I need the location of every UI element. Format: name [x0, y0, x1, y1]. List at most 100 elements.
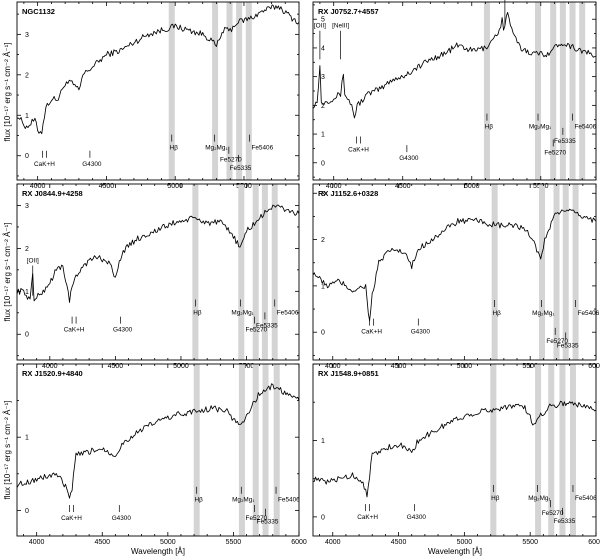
panel-title: RX J1548.9+0851	[318, 369, 379, 378]
line-label: Fe5335	[557, 342, 579, 349]
plot-frame	[16, 1, 300, 181]
index-band	[262, 364, 269, 536]
x-tick-label: 5000	[160, 539, 176, 546]
index-band	[569, 2, 576, 180]
index-band	[252, 364, 259, 536]
line-label: Fe5406	[575, 124, 597, 131]
x-tick-label: 4500	[108, 363, 124, 370]
y-tick-label: 2	[25, 72, 29, 79]
y-tick-label: 4	[321, 45, 325, 52]
y-tick-label: 0	[321, 160, 325, 167]
emission-label: [OII]	[27, 258, 39, 265]
spectrum-line	[313, 208, 596, 322]
y-tick-label: 0	[25, 508, 29, 515]
index-band	[559, 364, 566, 536]
line-label: G4300	[112, 515, 132, 522]
line-label: Hβ	[485, 124, 494, 131]
x-tick-label: 4500	[94, 539, 110, 546]
y-tick-label: 2	[25, 246, 29, 253]
y-tick-label: 0	[321, 514, 325, 521]
line-label: Fe5270	[544, 149, 566, 156]
x-tick-label: 5000	[173, 363, 189, 370]
line-label: CaK+H	[357, 514, 378, 521]
spectrum-line	[313, 11, 596, 119]
index-band	[550, 2, 557, 180]
index-band	[252, 184, 259, 360]
index-band	[236, 2, 243, 180]
line-label: G4300	[399, 155, 419, 162]
x-axis-label: Wavelength [Å]	[131, 547, 185, 556]
x-tick-label: 5000	[457, 539, 473, 546]
line-label: CaK+H	[61, 515, 82, 522]
x-tick-label: 4500	[391, 539, 407, 546]
y-tick-label: 3	[25, 32, 29, 39]
x-tick-label: 5000	[464, 183, 480, 190]
index-band	[238, 184, 245, 360]
x-tick-label: 6000	[588, 363, 600, 370]
index-band	[579, 2, 586, 180]
index-band	[490, 364, 497, 536]
x-tick-label: 5500	[522, 539, 538, 546]
x-tick-label: 6000	[588, 539, 600, 546]
y-axis-label: flux [10⁻¹⁷ erg s⁻¹ cm⁻² Å⁻¹]	[3, 43, 12, 142]
x-tick-label: 4500	[99, 183, 115, 190]
line-label: Fe5335	[256, 322, 278, 329]
index-band	[491, 184, 498, 360]
line-label: Mg₂Mg₁	[528, 495, 550, 502]
panel-title: RX J0844.9+4258	[22, 189, 83, 198]
panel-2: 4000450050005500012345RX J0752.7+4557CaK…	[312, 0, 597, 190]
x-tick-label: 4000	[326, 183, 342, 190]
x-tick-label: 5500	[226, 539, 242, 546]
index-band	[535, 2, 542, 180]
index-band	[572, 184, 579, 360]
spectrum-line	[313, 400, 596, 498]
emission-label: [NeIII]	[332, 23, 349, 30]
line-label: CaK+H	[64, 327, 85, 334]
y-tick-label: 3	[25, 203, 29, 210]
line-label: G4300	[82, 161, 102, 168]
line-label: Fe5335	[554, 518, 576, 525]
y-tick-label: 2	[321, 237, 325, 244]
emission-label: [OII]	[314, 23, 326, 30]
line-label: Mg₂Mg₁	[231, 309, 253, 316]
y-tick-label: 1	[321, 283, 325, 290]
line-label: Mg₂Mg₁	[232, 497, 254, 504]
line-label: Hβ	[193, 309, 202, 316]
panel-6: 4000 4500 5000 5500 6000 0 1 RX J1548.9+0851 CaK…	[312, 363, 600, 546]
x-tick-label: 4000	[29, 539, 45, 546]
index-band	[559, 2, 566, 180]
plot-frame	[312, 363, 597, 537]
index-band	[193, 364, 200, 536]
line-label: Fe5406	[575, 495, 597, 502]
line-label: Fe5335	[257, 519, 279, 526]
panel-title: RX J1520.9+4840	[22, 369, 83, 378]
spectrum-line	[17, 204, 299, 303]
line-label: Fe5270	[246, 327, 268, 334]
x-tick-label: 5500	[239, 363, 255, 370]
index-band	[168, 2, 175, 180]
x-tick-label: 4000	[30, 183, 46, 190]
spectrum-line	[17, 4, 299, 135]
line-label: Fe5270	[546, 338, 568, 345]
index-band	[569, 364, 576, 536]
y-axis-label: flux [10⁻¹⁷ erg s⁻¹ cm⁻² Å⁻¹]	[3, 401, 12, 500]
line-label: Hβ	[492, 310, 501, 317]
line-label: Hβ	[170, 145, 179, 152]
y-tick-label: 1	[25, 289, 29, 296]
line-label: Hβ	[195, 497, 204, 504]
line-label: Fe5406	[278, 497, 300, 504]
line-label: Mg₂Mg₁	[205, 145, 227, 152]
plot-frame	[16, 183, 300, 361]
x-tick-label: 5000	[167, 183, 183, 190]
index-band	[212, 2, 219, 180]
index-band	[483, 2, 490, 180]
index-band	[238, 364, 245, 536]
line-label: Fe5335	[230, 165, 252, 172]
y-tick-label: 3	[321, 191, 325, 198]
x-tick-label: 4000	[325, 539, 341, 546]
line-label: Mg₂Mg₁	[532, 310, 554, 317]
line-label: G4300	[407, 514, 427, 521]
spectrum-line	[17, 383, 299, 499]
line-label: Fe5270	[246, 515, 268, 522]
y-tick-label: 0	[321, 330, 325, 337]
